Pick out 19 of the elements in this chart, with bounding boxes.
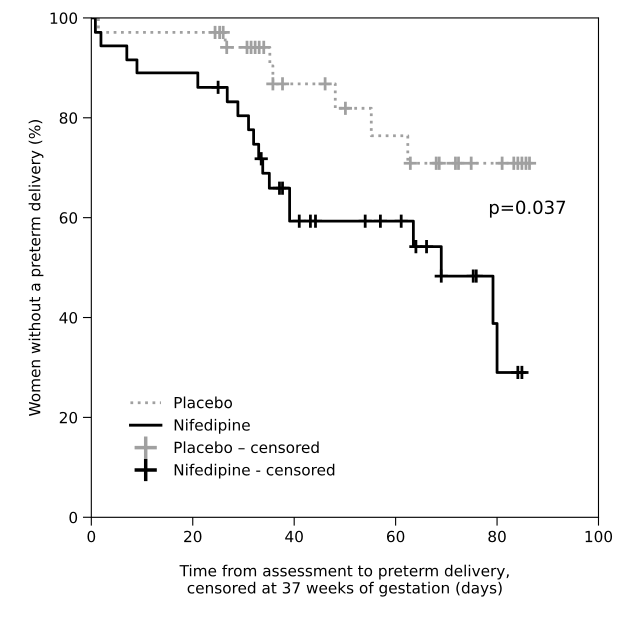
y-tick-label: 60 (60, 212, 78, 224)
y-tick-label: 80 (60, 112, 78, 124)
y-tick-label: 20 (60, 412, 78, 424)
annotation: p=0.037 (490, 200, 566, 218)
x-tick-label: 20 (184, 530, 202, 542)
x-tick-label: 40 (285, 530, 303, 542)
x-tick-label: 100 (586, 530, 612, 542)
y-tick-label: 100 (50, 12, 78, 24)
x-tick-label: 0 (87, 530, 96, 542)
x-tick-label: 80 (488, 530, 506, 542)
y-tick-label: 40 (59, 312, 78, 324)
y-tick-label: 0 (69, 512, 78, 524)
legend-label: Nifedipine - censored (174, 464, 334, 479)
x-tick-label: 60 (386, 530, 404, 542)
x-axis-title: Time from assessment to preterm delivery, censored at 37 weeks of gestation (days) (180, 564, 509, 597)
legend-label: Placebo (174, 396, 232, 408)
y-axis-title: Women without a preterm delivery (%) (28, 120, 44, 416)
legend-label: Nifedipine (174, 418, 250, 434)
legend-label: Placebo – censored (174, 441, 319, 454)
